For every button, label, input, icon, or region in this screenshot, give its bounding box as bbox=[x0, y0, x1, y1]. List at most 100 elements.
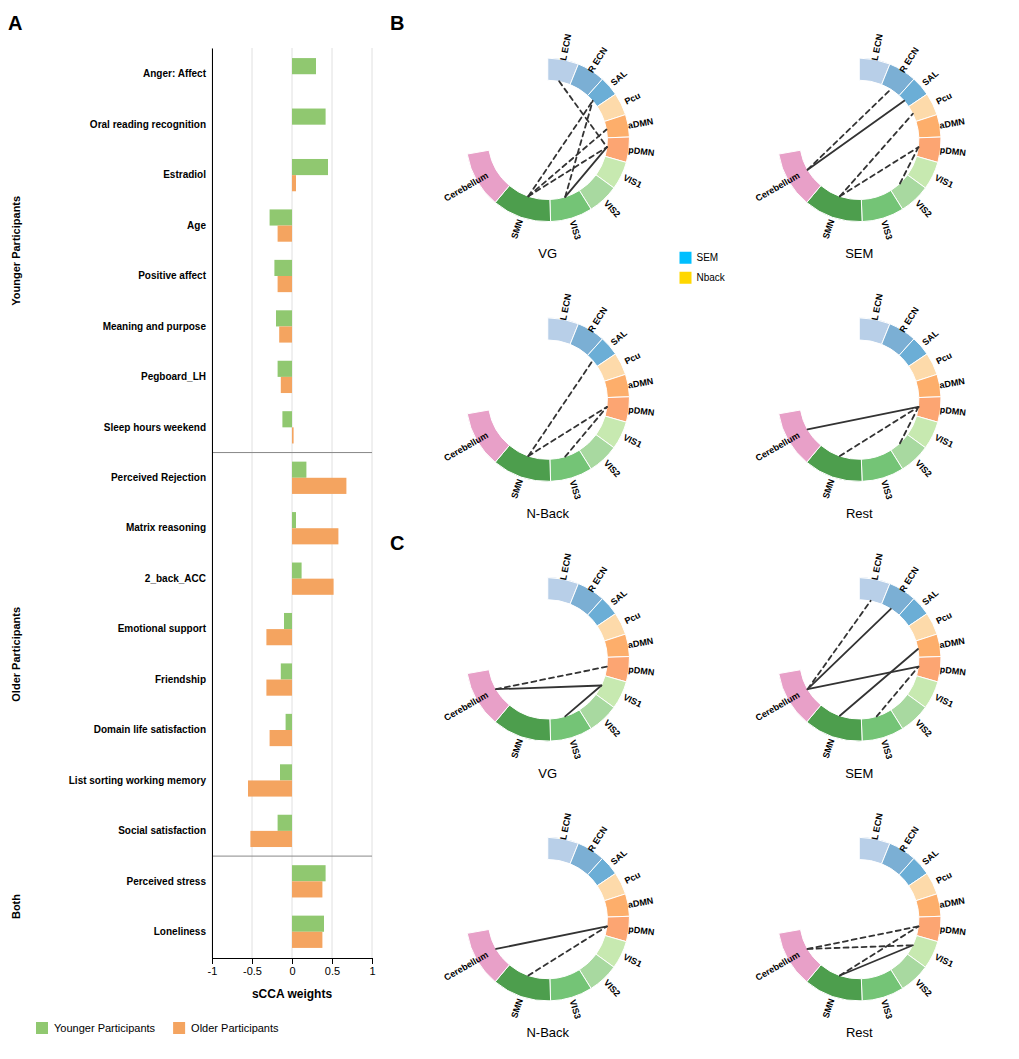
link bbox=[840, 945, 913, 975]
legend-swatch bbox=[173, 1022, 185, 1034]
ring-segment bbox=[861, 450, 902, 481]
link bbox=[565, 686, 601, 717]
group-label: Younger Participants bbox=[10, 196, 22, 306]
panel-label: A bbox=[8, 12, 22, 34]
tick: Estradiol bbox=[163, 169, 212, 180]
ring-segment bbox=[861, 710, 902, 741]
ring-segment bbox=[916, 894, 941, 917]
node-label: L ECN bbox=[870, 812, 885, 840]
node-label: VIS2 bbox=[602, 458, 623, 479]
network-diagram: L ECNR ECNSALPcuaDMNpDMNVIS1VIS2VIS3SMNC… bbox=[442, 293, 654, 521]
ring-labels: L ECNR ECNSALPcuaDMNpDMNVIS1VIS2VIS3SMNC… bbox=[442, 812, 654, 1020]
bar bbox=[278, 226, 292, 242]
node-label: VIS1 bbox=[622, 432, 644, 450]
bar-series bbox=[248, 175, 346, 948]
ring-segment bbox=[550, 710, 591, 741]
node-label: VIS3 bbox=[879, 998, 894, 1020]
node-label: VIS2 bbox=[602, 718, 623, 739]
link bbox=[877, 667, 919, 717]
grid bbox=[212, 48, 372, 958]
node-label: R ECN bbox=[898, 305, 921, 334]
tick-label: Estradiol bbox=[163, 169, 206, 180]
node-label: SAL bbox=[920, 588, 941, 608]
node-label: pDMN bbox=[939, 924, 966, 937]
panel-label: C bbox=[390, 532, 404, 554]
ring bbox=[467, 58, 629, 222]
node-label: VIS2 bbox=[602, 198, 623, 219]
tick: Domain life satisfaction bbox=[94, 724, 212, 735]
node-label: L ECN bbox=[558, 553, 573, 581]
ring bbox=[779, 837, 941, 1001]
diagram-title: N-Back bbox=[526, 1025, 569, 1040]
bar bbox=[248, 780, 292, 796]
node-label: VIS2 bbox=[913, 458, 934, 479]
node-label: pDMN bbox=[939, 145, 966, 158]
ring-segment bbox=[861, 970, 902, 1001]
node-label: SMN bbox=[821, 997, 837, 1019]
diagram-title: SEM bbox=[845, 246, 873, 261]
ring-segment bbox=[604, 374, 629, 397]
node-label: VIS1 bbox=[933, 952, 955, 970]
tick-label: Age bbox=[187, 220, 206, 231]
node-label: SMN bbox=[821, 218, 837, 240]
tick-label: Friendship bbox=[155, 674, 206, 685]
node-label: aDMN bbox=[939, 376, 966, 390]
node-label: SMN bbox=[821, 478, 837, 500]
bar bbox=[284, 613, 292, 629]
node-label: SAL bbox=[920, 68, 941, 88]
tick-label: 0 bbox=[289, 965, 295, 977]
tick: -1 bbox=[208, 958, 218, 977]
link bbox=[808, 89, 891, 169]
group-divider bbox=[212, 452, 372, 453]
ring-segment bbox=[916, 634, 941, 657]
link bbox=[496, 686, 601, 690]
bar bbox=[266, 629, 292, 645]
diagram-title: Rest bbox=[846, 1025, 873, 1040]
node-label: SMN bbox=[509, 737, 525, 759]
tick: 0 bbox=[289, 958, 295, 977]
tick: 0.5 bbox=[325, 958, 340, 977]
tick-label: 0.5 bbox=[325, 965, 340, 977]
tick-label: 1 bbox=[369, 965, 375, 977]
ring-segment bbox=[550, 970, 591, 1001]
tick: Perceived stress bbox=[126, 876, 212, 887]
bar bbox=[292, 427, 294, 443]
bar bbox=[286, 714, 292, 730]
link bbox=[808, 601, 871, 689]
node-label: Cerebellum bbox=[754, 690, 801, 723]
network-diagram: L ECNR ECNSALPcuaDMNpDMNVIS1VIS2VIS3SMNC… bbox=[754, 33, 966, 261]
links bbox=[496, 926, 607, 975]
tick-mark bbox=[332, 958, 333, 964]
ring-segment bbox=[550, 450, 591, 481]
tick: Oral reading recognition bbox=[90, 119, 212, 130]
bar bbox=[278, 276, 292, 292]
node-label: VIS3 bbox=[879, 219, 894, 241]
tick: Positive affect bbox=[138, 270, 212, 281]
tick-label: Social satisfaction bbox=[118, 825, 206, 836]
tick: 1 bbox=[369, 958, 375, 977]
node-label: VIS2 bbox=[913, 718, 934, 739]
tick: Meaning and purpose bbox=[103, 321, 212, 332]
node-label: SAL bbox=[609, 588, 630, 608]
ring-labels: L ECNR ECNSALPcuaDMNpDMNVIS1VIS2VIS3SMNC… bbox=[754, 812, 966, 1020]
node-label: VIS1 bbox=[622, 692, 644, 710]
link bbox=[900, 407, 919, 443]
ring bbox=[467, 318, 629, 482]
diagram-title: N-Back bbox=[526, 506, 569, 521]
x-axis-title: sCCA weights bbox=[252, 987, 333, 1001]
bar bbox=[292, 881, 322, 897]
node-label: aDMN bbox=[627, 116, 654, 130]
node-label: VIS3 bbox=[879, 739, 894, 761]
node-label: SMN bbox=[509, 478, 525, 500]
node-label: Pcu bbox=[623, 350, 642, 366]
node-label: VIS2 bbox=[602, 978, 623, 999]
ring bbox=[467, 578, 629, 742]
links bbox=[528, 81, 607, 197]
bar bbox=[292, 528, 338, 544]
tick: Pegboard_LH bbox=[141, 371, 212, 382]
legend-label: Older Participants bbox=[191, 1022, 279, 1034]
bar bbox=[274, 260, 292, 276]
legend-label: Younger Participants bbox=[54, 1022, 156, 1034]
ring-labels: L ECNR ECNSALPcuaDMNpDMNVIS1VIS2VIS3SMNC… bbox=[754, 553, 966, 761]
node-label: SAL bbox=[609, 847, 630, 867]
